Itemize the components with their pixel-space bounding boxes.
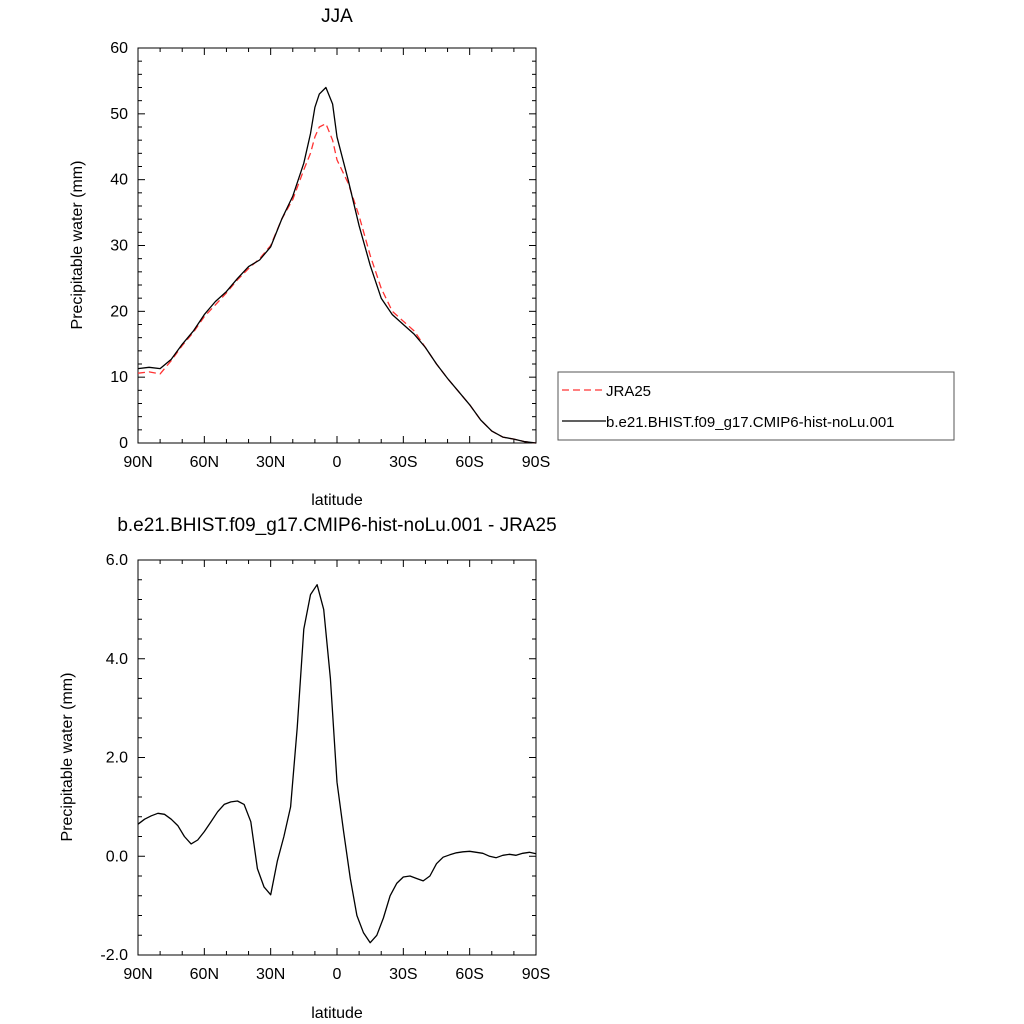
series-line-0 xyxy=(137,584,537,944)
y-tick-label: 4.0 xyxy=(106,651,128,668)
chart-panel-jja: JJA latitude Precipitable water (mm) 90N… xyxy=(69,6,550,509)
x-tick-label: 90N xyxy=(123,966,152,983)
y-axis-label: Precipitable water (mm) xyxy=(59,673,76,842)
x-tick-label: 30S xyxy=(389,454,417,471)
series-lines xyxy=(137,86,537,444)
x-tick-label: 30S xyxy=(389,966,417,983)
x-tick-label: 90N xyxy=(123,454,152,471)
series-line-0 xyxy=(137,123,537,444)
y-tick-label: 30 xyxy=(110,238,128,255)
y-tick-label: 2.0 xyxy=(106,750,128,767)
y-tick-label: 60 xyxy=(110,40,128,57)
x-axis-label: latitude xyxy=(311,1005,363,1022)
legend: JRA25 b.e21.BHIST.f09_g17.CMIP6-hist-noL… xyxy=(557,371,955,441)
series-line-1 xyxy=(137,86,537,444)
y-tick-label: 0.0 xyxy=(106,848,128,865)
chart-title: b.e21.BHIST.f09_g17.CMIP6-hist-noLu.001 … xyxy=(117,515,556,536)
x-tick-label: 90S xyxy=(522,966,550,983)
x-tick-label: 60N xyxy=(190,454,219,471)
ticks: 90N 60N 30N 0 30S 60S 90S -2.0 0.0 2.0 4.0 6.0 xyxy=(100,552,550,983)
x-tick-label: 60S xyxy=(455,966,483,983)
x-tick-label: 60N xyxy=(190,966,219,983)
ticks: 90N 60N 30N 0 30S 60S 90S 0 10 20 30 40 50 60 xyxy=(110,40,550,471)
y-tick-label: 50 xyxy=(110,106,128,123)
plot-frame xyxy=(137,47,537,444)
y-tick-label: 6.0 xyxy=(106,552,128,569)
x-axis-label: latitude xyxy=(311,492,363,509)
plot-frame xyxy=(137,559,537,956)
x-tick-label: 30N xyxy=(256,454,285,471)
y-tick-label: 20 xyxy=(110,303,128,320)
y-tick-label: -2.0 xyxy=(100,947,128,964)
legend-label-model: b.e21.BHIST.f09_g17.CMIP6-hist-noLu.001 xyxy=(606,414,895,431)
x-tick-label: 0 xyxy=(333,966,342,983)
chart-title: JJA xyxy=(321,6,353,27)
chart-panel-difference: b.e21.BHIST.f09_g17.CMIP6-hist-noLu.001 … xyxy=(59,515,557,1022)
x-tick-label: 90S xyxy=(522,454,550,471)
y-tick-label: 10 xyxy=(110,369,128,386)
x-tick-label: 60S xyxy=(455,454,483,471)
y-tick-label: 40 xyxy=(110,172,128,189)
y-tick-label: 0 xyxy=(119,435,128,452)
x-tick-label: 30N xyxy=(256,966,285,983)
x-tick-label: 0 xyxy=(333,454,342,471)
legend-label-jra25: JRA25 xyxy=(606,383,651,400)
y-axis-label: Precipitable water (mm) xyxy=(69,161,86,330)
legend-box xyxy=(557,371,955,441)
series-lines xyxy=(137,584,537,944)
